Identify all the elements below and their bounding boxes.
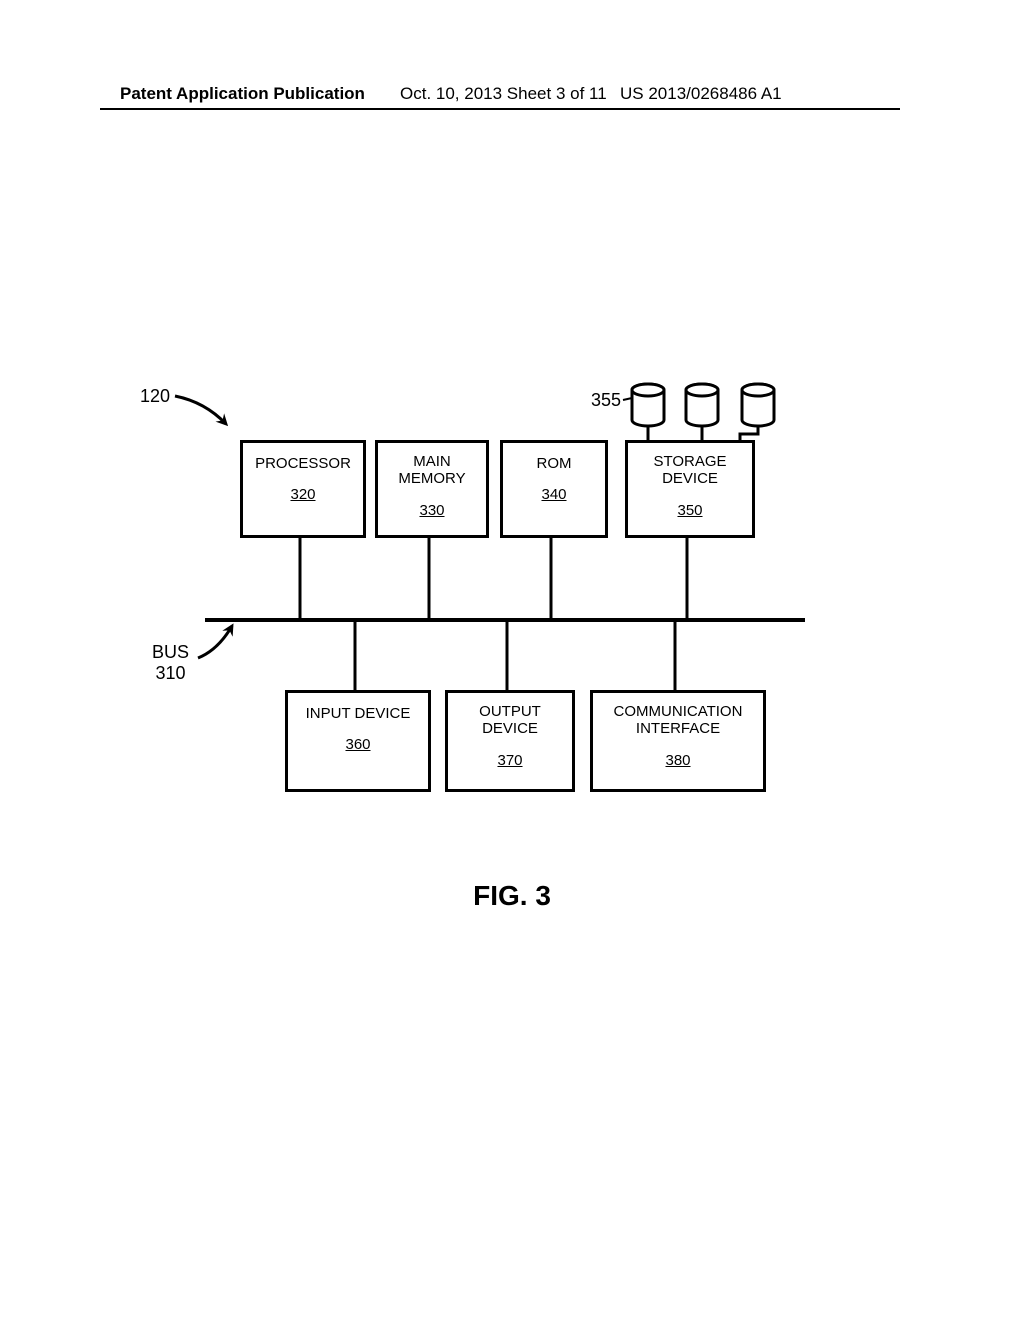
box-processor-title: PROCESSOR (243, 455, 363, 472)
cylinder-icon-3 (740, 384, 774, 440)
box-output-num: 370 (497, 752, 522, 769)
box-comm-num: 380 (665, 752, 690, 769)
ref-system-120: 120 (140, 386, 170, 407)
box-processor: PROCESSOR 320 (240, 440, 366, 538)
box-main-memory-title: MAIN MEMORY (378, 453, 486, 488)
box-main-memory: MAIN MEMORY 330 (375, 440, 489, 538)
header-right: US 2013/0268486 A1 (620, 84, 782, 104)
arrow-bus-310 (198, 626, 232, 658)
ref-storage-355: 355 (591, 390, 621, 411)
header-left: Patent Application Publication (120, 84, 365, 104)
box-rom-title: ROM (503, 455, 605, 472)
page: Patent Application Publication Oct. 10, … (0, 0, 1024, 1320)
box-output-title: OUTPUT DEVICE (448, 703, 572, 738)
ref-bus-310: BUS 310 (152, 642, 189, 683)
box-input-device: INPUT DEVICE 360 (285, 690, 431, 792)
cylinder-icon-1 (632, 384, 664, 440)
box-rom: ROM 340 (500, 440, 608, 538)
box-input-num: 360 (345, 736, 370, 753)
box-storage-num: 350 (677, 502, 702, 519)
box-comm-title: COMMUNICATION INTERFACE (593, 703, 763, 738)
lead-355 (623, 398, 632, 400)
figure-caption: FIG. 3 (0, 880, 1024, 912)
arrow-120 (175, 396, 226, 424)
box-output-device: OUTPUT DEVICE 370 (445, 690, 575, 792)
box-rom-num: 340 (541, 486, 566, 503)
header-rule (100, 108, 900, 110)
header-center: Oct. 10, 2013 Sheet 3 of 11 (400, 84, 607, 104)
box-main-memory-num: 330 (419, 502, 444, 519)
cylinder-icon-2 (686, 384, 718, 440)
box-input-title: INPUT DEVICE (288, 705, 428, 722)
box-processor-num: 320 (290, 486, 315, 503)
box-storage-device: STORAGE DEVICE 350 (625, 440, 755, 538)
box-comm-interface: COMMUNICATION INTERFACE 380 (590, 690, 766, 792)
box-storage-title: STORAGE DEVICE (628, 453, 752, 488)
